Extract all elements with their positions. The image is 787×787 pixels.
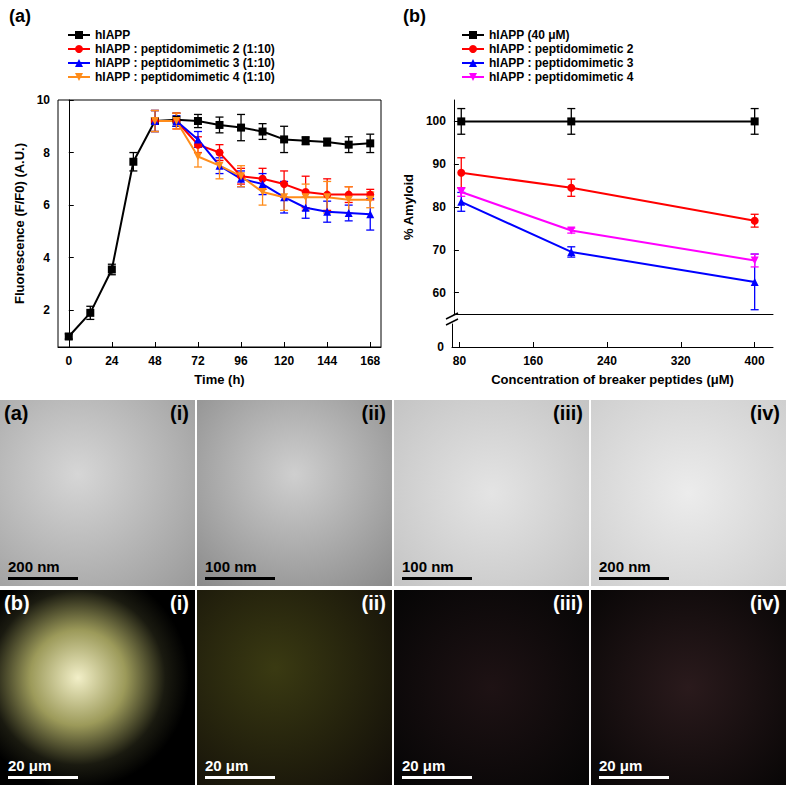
svg-text:120: 120 — [274, 354, 294, 368]
svg-text:80: 80 — [453, 354, 467, 368]
svg-text:hIAPP: hIAPP — [95, 28, 130, 42]
svg-text:400: 400 — [745, 354, 765, 368]
svg-text:4: 4 — [43, 251, 50, 265]
svg-text:90: 90 — [433, 157, 447, 171]
svg-text:Fluorescence (F/F0) (A.U.): Fluorescence (F/F0) (A.U.) — [12, 143, 27, 304]
html-text:20 μm: 20 μm — [205, 757, 249, 774]
svg-text:8: 8 — [43, 146, 50, 160]
svg-text:160: 160 — [523, 354, 543, 368]
svg-text:72: 72 — [191, 354, 205, 368]
html-text:20 μm: 20 μm — [599, 757, 643, 774]
svg-text:hIAPP : peptidomimetic 4: hIAPP : peptidomimetic 4 — [489, 70, 634, 84]
svg-text:6: 6 — [43, 198, 50, 212]
html-text:(i): (i) — [170, 402, 189, 424]
html-text:(i): (i) — [170, 592, 189, 614]
svg-text:96: 96 — [234, 354, 248, 368]
html-text:(b): (b) — [4, 592, 30, 614]
html-text:(a): (a) — [4, 402, 29, 424]
html-text:(iii): (iii) — [553, 592, 583, 614]
html-text:100 nm: 100 nm — [205, 558, 257, 575]
html-text:(iv): (iv) — [750, 402, 780, 424]
svg-text:240: 240 — [597, 354, 617, 368]
svg-text:hIAPP : peptidomimetic 2 (1:10: hIAPP : peptidomimetic 2 (1:10) — [95, 42, 275, 56]
html-text:(iv): (iv) — [750, 592, 780, 614]
svg-text:(a): (a) — [9, 6, 31, 26]
svg-text:10: 10 — [37, 93, 51, 107]
svg-text:144: 144 — [317, 354, 337, 368]
svg-text:0: 0 — [437, 340, 444, 354]
svg-text:hIAPP (40 μM): hIAPP (40 μM) — [489, 28, 569, 42]
html-text:200 nm: 200 nm — [599, 558, 651, 575]
svg-text:0: 0 — [65, 354, 72, 368]
svg-text:168: 168 — [360, 354, 380, 368]
html-text:(iii): (iii) — [553, 402, 583, 424]
svg-text:Concentration of breaker pepti: Concentration of breaker peptides (μM) — [491, 372, 734, 387]
html-text:20 μm: 20 μm — [8, 757, 52, 774]
svg-text:60: 60 — [433, 286, 447, 300]
html-text:(ii): (ii) — [361, 592, 386, 614]
html-text:200 nm: 200 nm — [8, 558, 60, 575]
html-text:20 μm: 20 μm — [402, 757, 446, 774]
svg-text:(b): (b) — [403, 6, 426, 26]
svg-text:hIAPP : peptidomimetic 4 (1:10: hIAPP : peptidomimetic 4 (1:10) — [95, 70, 275, 84]
svg-text:100: 100 — [426, 114, 446, 128]
svg-text:24: 24 — [105, 354, 119, 368]
svg-text:48: 48 — [148, 354, 162, 368]
html-text:(ii): (ii) — [361, 402, 386, 424]
svg-text:% Amyloid: % Amyloid — [401, 174, 416, 240]
svg-text:80: 80 — [433, 200, 447, 214]
html-text:100 nm: 100 nm — [402, 558, 454, 575]
svg-text:hIAPP : peptidomimetic 2: hIAPP : peptidomimetic 2 — [489, 42, 634, 56]
svg-text:70: 70 — [433, 243, 447, 257]
svg-text:320: 320 — [671, 354, 691, 368]
svg-text:2: 2 — [43, 303, 50, 317]
svg-text:hIAPP : peptidomimetic 3: hIAPP : peptidomimetic 3 — [489, 56, 634, 70]
svg-text:Time (h): Time (h) — [194, 372, 244, 387]
svg-text:hIAPP : peptidomimetic 3 (1:10: hIAPP : peptidomimetic 3 (1:10) — [95, 56, 275, 70]
